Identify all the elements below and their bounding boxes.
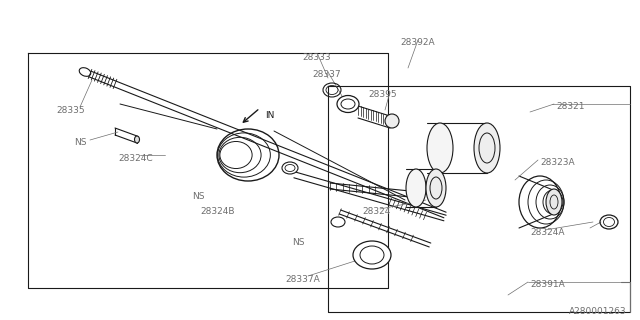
Ellipse shape [353,241,391,269]
Text: 28324B: 28324B [200,207,234,216]
Ellipse shape [385,114,399,128]
Text: IN: IN [265,110,275,119]
Text: 28392A: 28392A [400,38,435,47]
Ellipse shape [337,95,359,113]
Text: NS: NS [192,192,205,201]
Text: 28395: 28395 [368,90,397,99]
Text: NS: NS [74,138,86,147]
Text: 28333: 28333 [302,53,331,62]
Text: 28321: 28321 [556,102,584,111]
Text: A280001263: A280001263 [570,307,627,316]
Ellipse shape [546,189,562,215]
Ellipse shape [427,123,453,173]
Ellipse shape [134,136,140,143]
Text: 28324: 28324 [362,207,390,216]
Ellipse shape [426,169,446,207]
Ellipse shape [474,123,500,173]
Text: 28335: 28335 [56,106,84,115]
Ellipse shape [406,169,426,207]
Text: 28337: 28337 [312,70,340,79]
Text: 28323A: 28323A [540,158,575,167]
Text: NS: NS [292,238,305,247]
Text: 28324A: 28324A [530,228,564,237]
Text: 28391A: 28391A [530,280,564,289]
Text: 28324C: 28324C [118,154,152,163]
Text: 28337A: 28337A [285,275,320,284]
